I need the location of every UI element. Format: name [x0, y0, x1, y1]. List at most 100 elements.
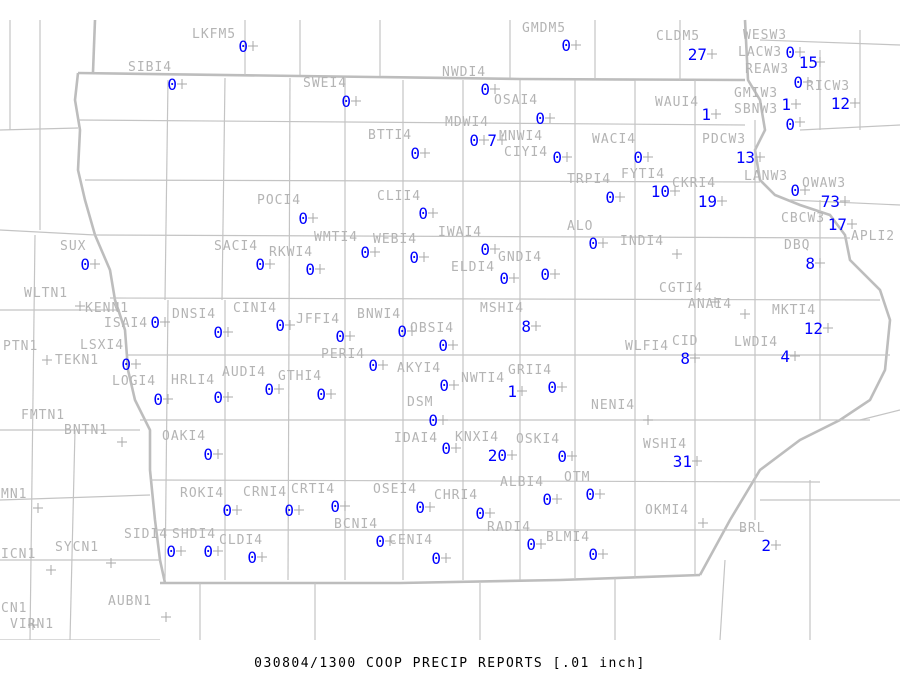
precip-value: 0 — [557, 447, 567, 466]
station-sbnw3: SBNW3 0 — [734, 102, 805, 134]
station-label: GMDM5 — [522, 21, 566, 36]
station-cbcw3: CBCW3 17 — [781, 211, 857, 234]
station-marker-icon — [163, 394, 173, 404]
precip-value: 0 — [431, 549, 441, 568]
station-marker-icon — [420, 148, 430, 158]
station-marker-icon — [274, 384, 284, 394]
station-marker-icon — [507, 450, 517, 460]
precip-value: 0 — [552, 148, 562, 167]
station-marker-icon — [33, 503, 43, 513]
station-marker-icon — [326, 389, 336, 399]
station-label: CBCW3 — [781, 211, 825, 226]
station-marker-icon — [223, 392, 233, 402]
station-marker-icon — [598, 549, 608, 559]
station-marker-icon — [28, 620, 38, 630]
precip-value: 0 — [469, 131, 479, 150]
station-marker-icon — [531, 321, 541, 331]
station-marker-icon — [643, 152, 653, 162]
county-boundaries — [0, 19, 900, 640]
precip-value: 0 — [480, 240, 490, 259]
station-apli2: APLI2 — [851, 229, 894, 244]
station-label: CGTI4 — [659, 281, 703, 296]
precip-value: 0 — [375, 532, 385, 551]
station-marker-icon — [161, 612, 171, 622]
station-label: CHRI4 — [434, 488, 478, 503]
precip-value: 0 — [275, 316, 285, 335]
station-marker-icon — [479, 135, 489, 145]
station-marker-icon — [177, 79, 187, 89]
station-label: CLDI4 — [219, 533, 263, 548]
station-label: SWEI4 — [303, 76, 347, 91]
station-marker-icon — [407, 326, 417, 336]
station-reaw3: REAW3 0 — [745, 62, 813, 92]
station-label: WAUI4 — [655, 95, 699, 110]
station-marker-icon — [223, 327, 233, 337]
station-marker-icon — [509, 273, 519, 283]
station-marker-icon — [438, 415, 448, 425]
station-marker-icon — [448, 340, 458, 350]
station-aubn1: AUBN1 — [108, 594, 171, 622]
station-label: MSHI4 — [480, 301, 524, 316]
station-anai4: ANAI4 — [688, 297, 750, 319]
state-border — [160, 573, 701, 585]
county-line — [719, 559, 726, 640]
precip-value: 0 — [540, 265, 550, 284]
precip-value: 2 — [761, 536, 771, 555]
county-line — [287, 77, 291, 581]
station-label: SUX — [60, 239, 86, 254]
precip-value: 0 — [213, 323, 223, 342]
station-label: OTM — [564, 470, 590, 485]
station-label: CLDM5 — [656, 29, 700, 44]
station-marker-icon — [46, 565, 56, 575]
station-marker-icon — [847, 219, 857, 229]
station-label: CIYI4 — [504, 145, 548, 160]
station-label: LACW3 — [738, 45, 782, 60]
station-marker-icon — [536, 539, 546, 549]
station-label: MNWI4 — [499, 129, 543, 144]
precip-value: 1 — [701, 105, 711, 124]
precip-value: 20 — [488, 446, 507, 465]
station-marker-icon — [419, 252, 429, 262]
station-label: NENI4 — [591, 398, 635, 413]
station-label: CKRI4 — [672, 176, 716, 191]
precip-value: 0 — [793, 73, 803, 92]
station-marker-icon — [160, 317, 170, 327]
station-label: MDWI4 — [445, 115, 489, 130]
station-marker-icon — [370, 247, 380, 257]
station-label: FYTI4 — [621, 167, 665, 182]
station-label: OAKI4 — [162, 429, 206, 444]
county-line — [149, 479, 821, 483]
station-label: SBNW3 — [734, 102, 778, 117]
station-sycn1: SYCN1 — [55, 540, 116, 568]
station-marker-icon — [795, 117, 805, 127]
precip-value: 0 — [410, 144, 420, 163]
map-title: 030804/1300 COOP PRECIP REPORTS [.01 inc… — [254, 656, 646, 671]
station-mn1: MN1 — [1, 487, 43, 513]
state-border — [698, 19, 892, 576]
station-bntn1: BNTN1 — [64, 423, 127, 447]
station-label: CENI4 — [389, 533, 433, 548]
precip-value: 8 — [805, 254, 815, 273]
station-marker-icon — [451, 443, 461, 453]
